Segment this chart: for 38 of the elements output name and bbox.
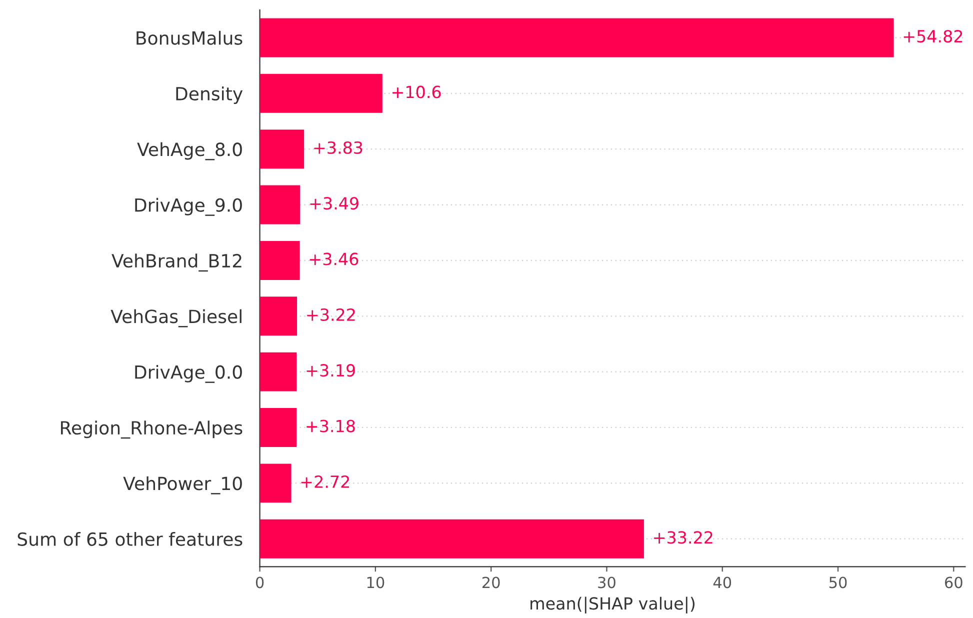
bar [260, 464, 292, 503]
y-tick-label: VehPower_10 [123, 476, 242, 494]
x-axis-title: mean(|SHAP value|) [530, 596, 695, 614]
y-tick-label: DrivAge_9.0 [135, 198, 242, 216]
data-label: +3.22 [307, 308, 355, 321]
y-tick-label: VehBrand_B12 [112, 254, 242, 272]
bar [260, 185, 300, 224]
data-label: +3.83 [314, 141, 362, 154]
bar [260, 240, 300, 280]
data-label: +3.49 [310, 197, 358, 210]
x-tick-label: 30 [598, 576, 616, 588]
y-tick-label: DrivAge_0.0 [135, 364, 242, 383]
bar [260, 130, 304, 169]
x-tick-label: 60 [945, 576, 962, 588]
bar [260, 408, 297, 447]
data-label: +54.82 [904, 30, 962, 43]
data-label: +10.6 [392, 86, 441, 98]
x-tick-label: 20 [482, 576, 500, 588]
x-tick-label: 10 [367, 576, 384, 588]
y-tick-label: VehGas_Diesel [110, 309, 242, 328]
data-label: +3.18 [306, 420, 355, 432]
y-tick-label: Region_Rhone-Alpes [61, 420, 242, 439]
y-tick-label: Sum of 65 other features [18, 532, 242, 546]
y-tick-label: Density [176, 86, 243, 104]
bar [260, 18, 894, 58]
bar [260, 296, 298, 336]
data-label: +3.19 [306, 364, 355, 377]
y-tick-label: VehAge_8.0 [137, 142, 242, 160]
x-tick-label: 0 [256, 576, 264, 588]
data-label: +33.22 [654, 531, 712, 544]
y-tick-label: BonusMalus [136, 30, 242, 45]
data-label: +2.72 [301, 475, 349, 488]
data-label: +3.46 [310, 252, 358, 266]
bar [260, 519, 644, 558]
bar [260, 352, 297, 392]
x-tick-label: 50 [829, 576, 847, 588]
x-tick-label: 40 [713, 576, 732, 588]
bar [260, 74, 382, 113]
